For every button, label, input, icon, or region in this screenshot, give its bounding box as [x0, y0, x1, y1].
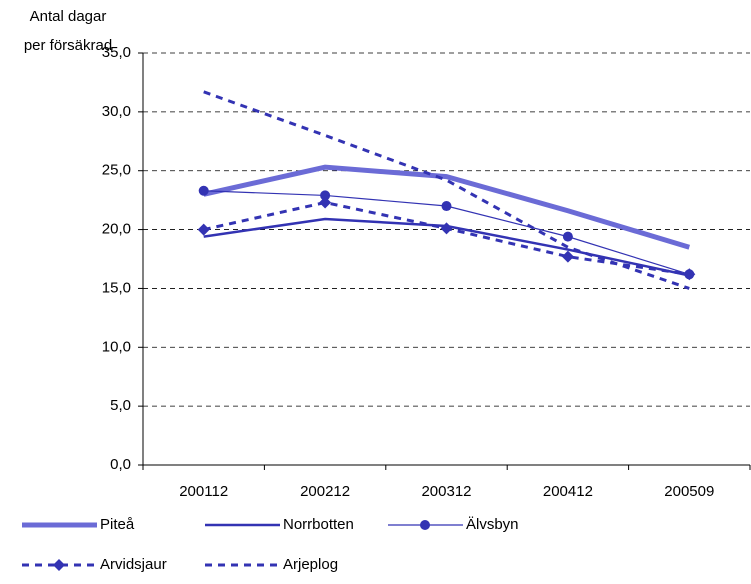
marker	[441, 201, 452, 212]
legend-label: Norrbotten	[283, 516, 354, 533]
x-tick-label: 200212	[300, 483, 350, 500]
y-tick-label: 30,0	[102, 103, 131, 120]
marker	[320, 190, 331, 201]
y-tick-label: 5,0	[110, 397, 131, 414]
legend-label: Arjeplog	[283, 556, 338, 573]
marker	[319, 196, 332, 209]
y-tick-label: 10,0	[102, 338, 131, 355]
x-tick-label: 200412	[543, 483, 593, 500]
y-tick-label: 15,0	[102, 279, 131, 296]
legend-label: Älvsbyn	[466, 516, 519, 533]
y-tick-label: 25,0	[102, 162, 131, 179]
y-axis-label: per försäkrad	[24, 37, 112, 54]
marker	[198, 185, 209, 196]
y-tick-label: 35,0	[102, 44, 131, 61]
legend-label: Arvidsjaur	[100, 556, 167, 573]
y-tick-label: 0,0	[110, 456, 131, 473]
x-tick-label: 200112	[179, 483, 228, 500]
marker	[562, 231, 573, 242]
marker	[561, 250, 574, 263]
legend-label: Piteå	[100, 516, 135, 533]
x-tick-label: 200312	[421, 483, 471, 500]
marker	[197, 223, 210, 236]
marker	[683, 268, 696, 281]
x-tick-label: 200509	[664, 483, 714, 500]
y-tick-label: 20,0	[102, 221, 131, 238]
y-axis-label: Antal dagar	[30, 8, 107, 25]
marker	[53, 559, 65, 571]
marker	[420, 520, 430, 530]
series-line	[203, 164, 691, 250]
marker	[440, 222, 453, 235]
